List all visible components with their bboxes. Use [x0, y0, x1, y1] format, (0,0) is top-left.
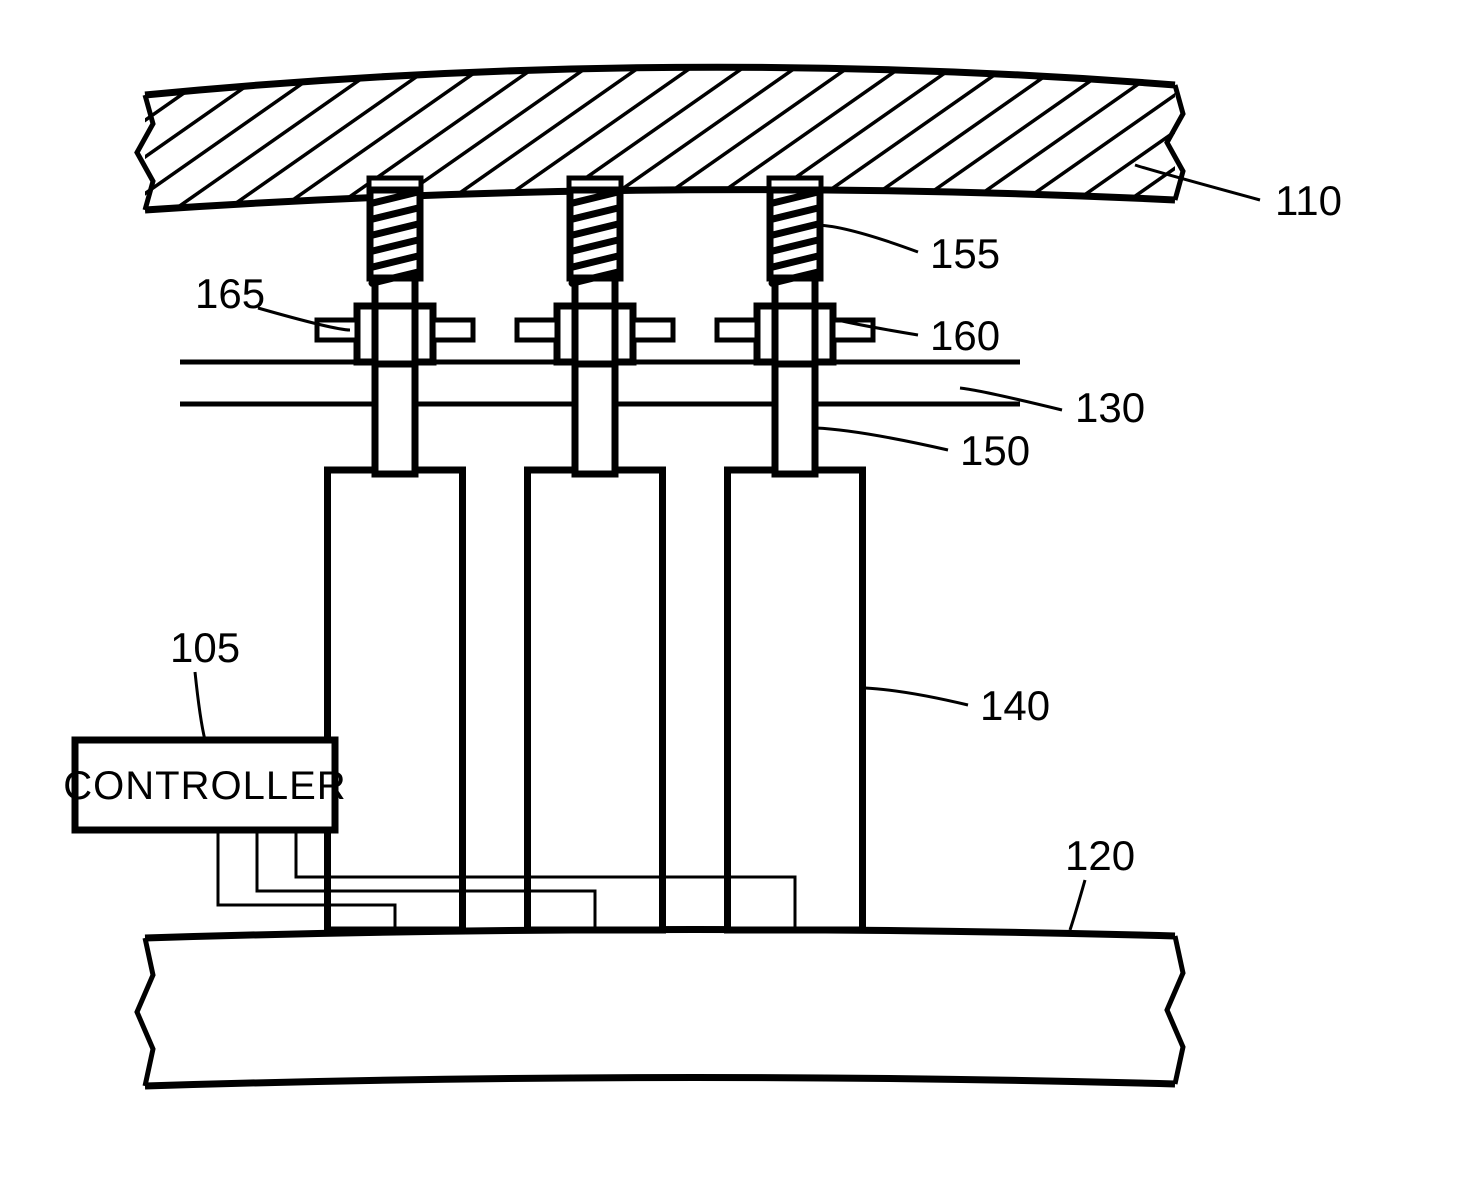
callout-155: 155	[930, 230, 1000, 277]
callout-150: 150	[960, 427, 1030, 474]
leader-130	[960, 388, 1062, 410]
callout-105: 105	[170, 624, 240, 671]
leader-150	[816, 428, 948, 450]
leader-105	[195, 672, 205, 740]
callout-110: 110	[1275, 177, 1342, 224]
callout-165: 165	[195, 270, 265, 317]
callout-140: 140	[980, 682, 1050, 729]
technical-diagram: CONTROLLER 110 155 165 160 130 150 105 140 120	[0, 0, 1479, 1182]
callout-120: 120	[1065, 832, 1135, 879]
callout-160: 160	[930, 312, 1000, 359]
controller-label: CONTROLLER	[63, 764, 346, 808]
leader-155	[815, 225, 918, 252]
leader-140	[865, 688, 968, 705]
callout-130: 130	[1075, 384, 1145, 431]
leader-120	[1070, 880, 1085, 930]
